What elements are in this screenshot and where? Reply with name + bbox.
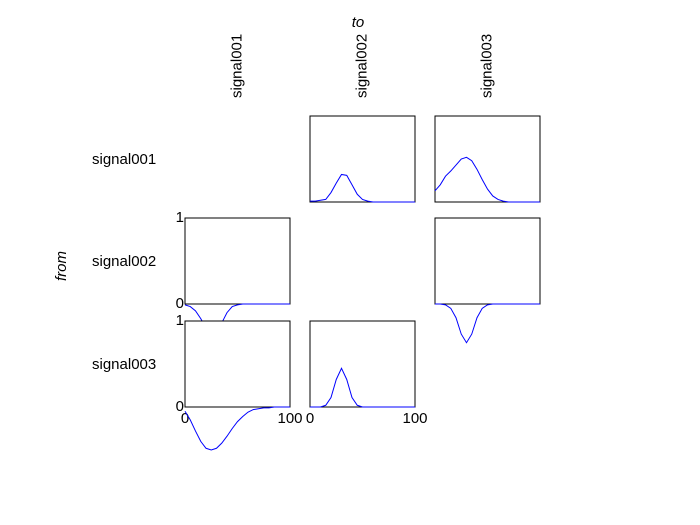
- panel-frame: [184, 217, 291, 305]
- panel-frame: [309, 115, 416, 203]
- title: to: [352, 14, 365, 31]
- x-tick-label: 100: [402, 410, 427, 427]
- x-tick-label: 0: [306, 410, 314, 427]
- curve: [184, 406, 290, 451]
- y-tick-label: 0: [176, 295, 184, 312]
- y-tick-label: 0: [176, 398, 184, 415]
- y-tick-label: 1: [176, 312, 184, 329]
- row-label: signal003: [92, 356, 156, 373]
- column-label: signal001: [228, 34, 245, 98]
- y-tick-label: 1: [176, 209, 184, 226]
- column-label: signal002: [353, 34, 370, 98]
- x-tick-label: 100: [277, 410, 302, 427]
- panel-frame: [434, 217, 541, 305]
- y-label: from: [53, 251, 70, 281]
- curve: [435, 303, 540, 344]
- row-label: signal001: [92, 151, 156, 168]
- curve: [310, 367, 415, 408]
- row-label: signal002: [92, 253, 156, 270]
- x-tick-label: 0: [181, 410, 189, 427]
- curve: [310, 173, 415, 203]
- panel-frame: [434, 115, 541, 203]
- panel-frame: [184, 320, 291, 408]
- curve: [434, 156, 540, 203]
- column-label: signal003: [478, 34, 495, 98]
- panel-frame: [309, 320, 416, 408]
